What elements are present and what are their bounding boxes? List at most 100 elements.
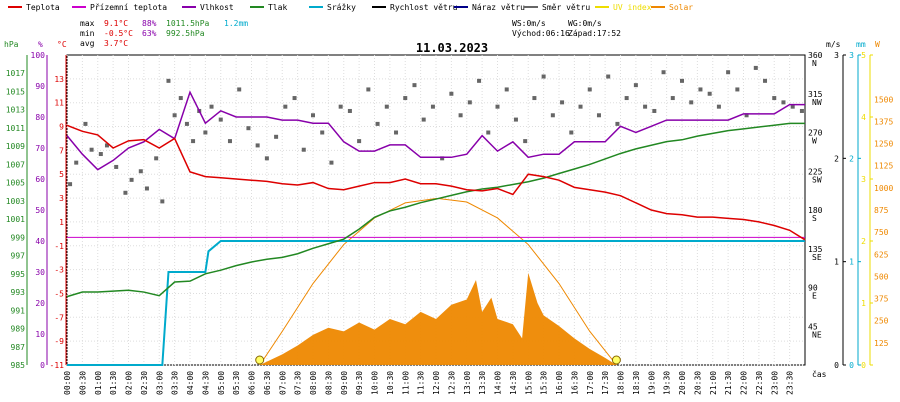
winddir-point <box>670 96 675 101</box>
winddir-point <box>550 113 555 118</box>
pressure-tick-label: 1007 <box>6 160 25 169</box>
winddir-point <box>523 139 528 144</box>
x-tick-label: 04:00 <box>186 371 195 395</box>
legend-label-6: Náraz větru <box>472 3 525 12</box>
winddir-point <box>513 117 518 122</box>
solar-tick-label: 250 <box>874 317 889 326</box>
solar-tick-label: 750 <box>874 228 889 237</box>
pressure-tick-label: 985 <box>11 361 26 370</box>
pressure-tick-label: 1017 <box>6 69 25 78</box>
uv-tick-label: 3 <box>861 175 866 184</box>
stat-min-hum: 63% <box>142 29 157 38</box>
rain-tick-label: 2 <box>849 154 854 163</box>
temperature-tick-label: -7 <box>54 313 64 322</box>
x-tick-label: 01:00 <box>94 371 103 395</box>
pressure-tick-label: 997 <box>11 252 26 261</box>
winddir-point <box>191 139 196 144</box>
temperature-tick-label: 13 <box>54 75 64 84</box>
winddir-point <box>172 113 177 118</box>
humidity-tick-label: 90 <box>35 82 45 91</box>
stat-min-label: min <box>80 29 95 38</box>
winddir-point <box>541 74 546 79</box>
x-tick-label: 20:30 <box>693 371 702 395</box>
x-tick-label: 00:00 <box>63 371 72 395</box>
x-tick-label: 01:30 <box>109 371 118 395</box>
stat-min-temp: -0.5°C <box>104 29 133 38</box>
pressure-tick-label: 1009 <box>6 142 25 151</box>
temperature-tick-label: 7 <box>59 146 64 155</box>
humidity-tick-label: 60 <box>35 175 45 184</box>
rain-line <box>67 240 805 366</box>
winddir-point <box>799 108 804 113</box>
x-tick-label: 03:00 <box>155 371 164 395</box>
winddir-point <box>384 104 389 109</box>
sunrise-marker <box>255 355 265 365</box>
winddir-point <box>716 104 721 109</box>
winddir-compass-label: S <box>812 214 817 223</box>
solar-tick-label: 1375 <box>874 117 893 126</box>
humidity-tick-label: 40 <box>35 237 45 246</box>
x-tick-label: 23:00 <box>770 371 779 395</box>
x-tick-label: 12:00 <box>432 371 441 395</box>
windspeed-tick-label: 2 <box>834 154 839 163</box>
chart-title: 11.03.2023 <box>416 41 488 55</box>
solar-area <box>259 272 617 365</box>
legend-label-1: Přízemní teplota <box>90 3 167 12</box>
temperature-tick-label: -5 <box>54 289 64 298</box>
solar-tick-label: 1500 <box>874 95 893 104</box>
legend-label-2: Vlhkost <box>200 3 234 12</box>
winddir-point <box>726 70 731 75</box>
x-tick-label: 12:30 <box>447 371 456 395</box>
winddir-point <box>578 104 583 109</box>
winddir-tick-label: 90 <box>808 284 818 293</box>
winddir-point <box>83 121 88 126</box>
x-tick-label: 09:30 <box>355 371 364 395</box>
humidity-unit: % <box>38 40 43 49</box>
winddir-point <box>477 78 482 83</box>
stat-max-press: 1011.5hPa <box>166 19 210 28</box>
windspeed-tick-label: 0 <box>834 361 839 370</box>
x-tick-label: 18:00 <box>617 371 626 395</box>
temperature-tick-label: 11 <box>54 99 64 108</box>
stat-sunset: Západ:17:52 <box>568 29 621 38</box>
x-tick-label: 14:30 <box>509 371 518 395</box>
winddir-point <box>587 87 592 92</box>
pressure-tick-label: 1003 <box>6 197 25 206</box>
windspeed-tick-label: 3 <box>834 51 839 60</box>
stats-block: max 9.1°C 88% 1011.5hPa 1.2mm min -0.5°C… <box>80 19 621 48</box>
stat-wg: WG:0m/s <box>568 19 602 28</box>
x-tick-label: 15:00 <box>524 371 533 395</box>
uv-tick-label: 1 <box>861 299 866 308</box>
winddir-point <box>114 164 119 169</box>
winddir-point <box>129 177 134 182</box>
x-tick-label: 18:30 <box>632 371 641 395</box>
winddir-point <box>596 113 601 118</box>
x-tick-label: 17:00 <box>586 371 595 395</box>
winddir-point <box>255 143 260 148</box>
x-tick-label: 22:00 <box>740 371 749 395</box>
winddir-tick-label: 360 <box>808 51 823 60</box>
winddir-tick-label: 135 <box>808 245 823 254</box>
winddir-point <box>458 113 463 118</box>
uv-tick-label: 5 <box>861 51 866 60</box>
winddir-point <box>138 169 143 174</box>
x-tick-label: 13:30 <box>478 371 487 395</box>
windspeed-unit: m/s <box>826 40 841 49</box>
solar-tick-label: 1000 <box>874 184 893 193</box>
winddir-point <box>763 78 768 83</box>
pressure-tick-label: 999 <box>11 233 26 242</box>
winddir-point <box>753 65 758 70</box>
winddir-point <box>184 121 189 126</box>
temperature-tick-label: -11 <box>50 361 65 370</box>
winddir-point <box>744 113 749 118</box>
humidity-tick-label: 50 <box>35 206 45 215</box>
winddir-point <box>633 83 638 88</box>
windspeed-tick-label: 1 <box>834 258 839 267</box>
x-tick-label: 13:00 <box>463 371 472 395</box>
pressure-tick-label: 993 <box>11 288 26 297</box>
winddir-point <box>154 156 159 161</box>
winddir-point <box>104 143 109 148</box>
winddir-tick-label: 270 <box>808 129 823 138</box>
winddir-point <box>68 182 73 187</box>
temperature-tick-label: 5 <box>59 170 64 179</box>
